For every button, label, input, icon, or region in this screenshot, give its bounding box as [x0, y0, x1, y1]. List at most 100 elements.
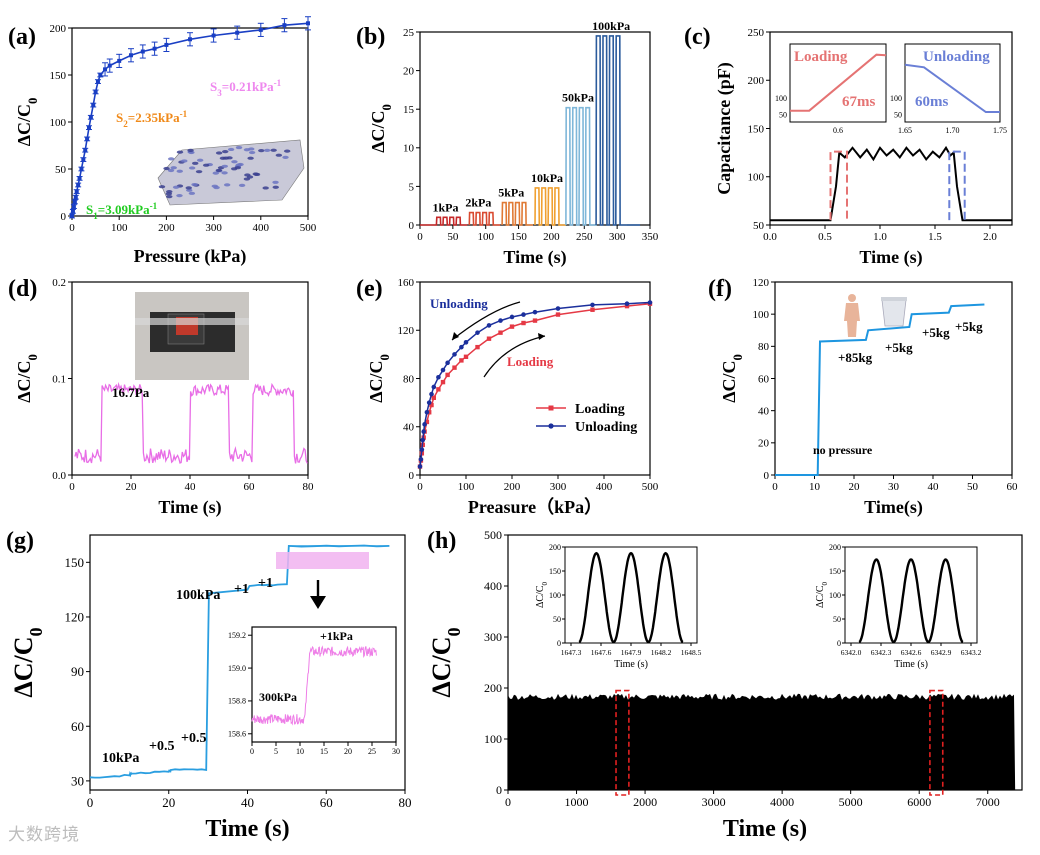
bucket-icon: [881, 297, 907, 327]
annotation-5kg-3: +5kg: [955, 319, 983, 334]
x-tick-label: 50: [447, 231, 459, 243]
data-point: [86, 125, 91, 130]
annotation-plus1-a: +1: [234, 582, 249, 597]
data-point: [532, 309, 538, 315]
surface-dot: [213, 185, 220, 190]
surface-dot: [187, 148, 194, 152]
x-tick-label: 500: [300, 222, 317, 234]
x-tick-label: 0: [417, 231, 423, 243]
surface-dot: [195, 170, 203, 174]
inset-title: Unloading: [923, 49, 990, 65]
y-tick-label: 158.6: [228, 730, 246, 739]
x-tick-label: 300: [609, 231, 626, 243]
x-tick-label: 40: [185, 481, 197, 493]
x-tick-label: 30: [392, 747, 400, 756]
panel-label-a: (a): [8, 24, 36, 50]
data-point: [91, 103, 96, 108]
annotation-10kpa: 10kPa: [102, 751, 139, 766]
inset-x-tick-label: 1647.3: [561, 648, 582, 657]
x-tick-label: 5000: [839, 795, 863, 809]
panel-f: 0 10 20 30 40 50 60 0 20 40 60 80 100 120 Time(s) ΔC/C0…: [719, 277, 1018, 518]
y-tick-label: 0: [409, 220, 415, 232]
x-tick-label: 0: [772, 481, 778, 493]
surface-dot: [163, 166, 170, 171]
x-tick-label: 25: [368, 747, 376, 756]
data-point: [509, 314, 515, 320]
sensor-surface-image: [157, 139, 305, 206]
series-unloading: [419, 301, 651, 467]
step-label: 50kPa: [562, 91, 594, 105]
data-point: [431, 395, 436, 400]
data-point: [71, 204, 76, 209]
data-point: [420, 437, 426, 443]
y-tick-label: 10: [403, 143, 415, 155]
y-tick-label: 100: [50, 117, 67, 129]
data-point: [98, 73, 103, 77]
surface-dot: [158, 185, 166, 189]
inset-x-tick-label: 6342.0: [841, 648, 862, 657]
series-50kPa: [565, 106, 597, 226]
y-axis-label: ΔC/C0: [9, 627, 46, 697]
panel-e: 0 100 200 300 400 500 0 40 80 120 160 Preasure（kPa）…: [366, 277, 659, 517]
unloading-arrow: [451, 301, 521, 341]
x-tick-label: 300: [205, 222, 222, 234]
inset-y-tick: 50: [894, 111, 902, 120]
series-line: [74, 381, 308, 464]
inset-y-tick: 100: [890, 94, 902, 103]
surface-dot: [172, 185, 180, 189]
inset-y-tick-label: 50: [553, 615, 561, 624]
panel-label-e: (e): [356, 276, 383, 302]
inset-x-tick: 0.6: [833, 126, 843, 135]
series-100kPa: [595, 35, 627, 226]
inset-y-tick-label: 100: [829, 591, 841, 600]
inset-x-tick-label: 1647.9: [621, 648, 642, 657]
arrow-head: [538, 333, 545, 340]
surface-dot: [227, 147, 235, 152]
data-point: [459, 344, 464, 350]
data-point: [498, 318, 503, 323]
surface-dot: [221, 171, 228, 175]
x-tick-label: 4000: [770, 795, 794, 809]
x-tick-label: 350: [642, 231, 659, 243]
data-point: [424, 419, 430, 425]
surface-dot: [272, 185, 279, 189]
bucket-body: [881, 299, 907, 327]
x-tick-label: 10: [809, 481, 821, 493]
y-tick-label: 30: [71, 773, 84, 788]
data-point: [140, 49, 145, 54]
y-tick-label: 159.2: [228, 631, 246, 640]
data-point: [475, 330, 480, 335]
loading-box: [829, 150, 848, 221]
data-point: [624, 301, 630, 307]
data-point: [532, 318, 538, 323]
loading-annotation: Loading: [507, 354, 554, 369]
annotation-85kg: +85kg: [838, 350, 873, 365]
annotation-s1: S1=3.09kPa-1: [86, 201, 158, 221]
inset-frame: [564, 546, 698, 644]
inset-x-tick-label: 6342.3: [871, 648, 892, 657]
data-point: [590, 307, 595, 312]
inset-frame: [844, 546, 978, 644]
x-tick-label: 30: [888, 481, 900, 493]
inset-y-tick-label: 0: [557, 639, 561, 648]
inset-y-tick-label: 0: [837, 639, 841, 648]
x-tick-label: 200: [158, 222, 175, 234]
x-tick-label: 300: [550, 481, 567, 493]
data-point: [419, 447, 425, 452]
x-tick-label: 100: [477, 231, 494, 243]
panel-label-d: (d): [8, 276, 37, 302]
data-point: [79, 167, 84, 171]
step-label: 1kPa: [432, 200, 458, 214]
surface-dot: [231, 160, 238, 164]
data-point: [306, 21, 310, 26]
inset-x-tick-label: 6343.2: [961, 648, 982, 657]
down-arrow-head: [310, 596, 326, 609]
data-point: [555, 306, 561, 311]
series-line: [89, 544, 390, 779]
panel-d: 0 20 40 60 80 0.0 0.1 0.2 Time (s) ΔC/C0 16.7Pa: [14, 277, 314, 518]
x-tick-label: 40: [241, 795, 254, 810]
x-axis-label: Time (s): [859, 247, 922, 268]
annotation-s2: S2=2.35kPa-1: [116, 109, 188, 129]
annotation-s3: S3=0.21kPa-1: [210, 78, 282, 98]
